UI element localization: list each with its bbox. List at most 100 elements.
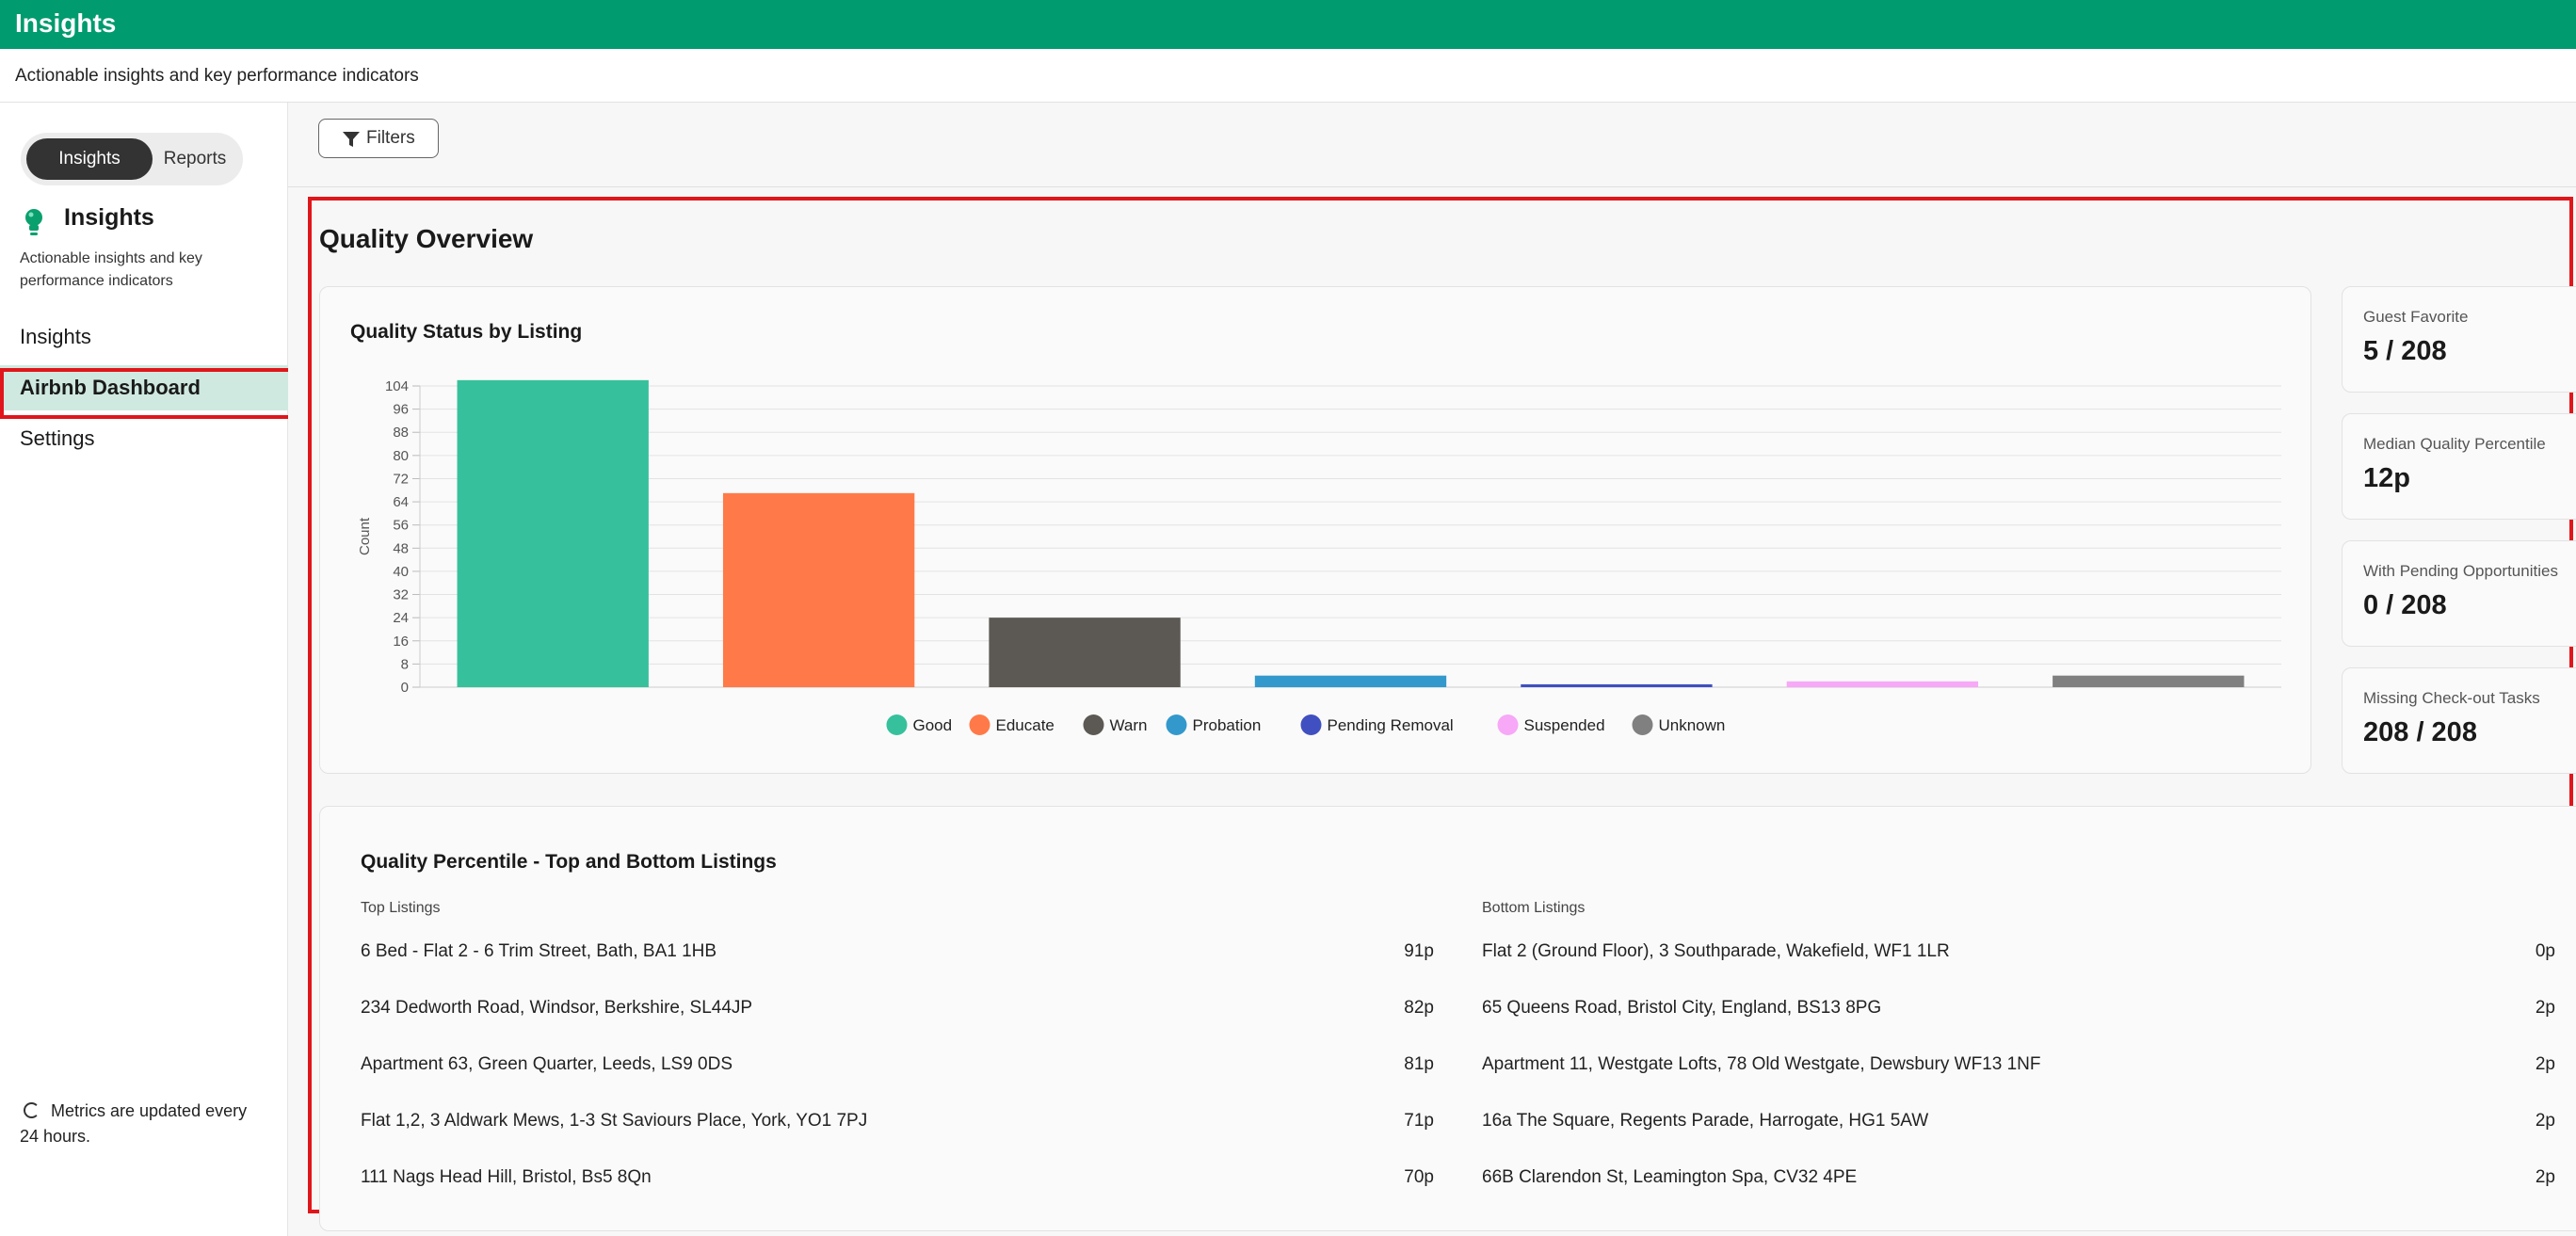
stat-guest-favorite: Guest Favorite 5 / 208 xyxy=(2342,286,2576,393)
section-title: Quality Overview xyxy=(319,224,534,253)
filter-icon xyxy=(343,132,360,147)
quality-status-chart: 0 8 16 24 32 40 48 56 64 72 80 88 96 104 Count Good Educ… xyxy=(357,378,2281,735)
top-listing-row[interactable]: 234 Dedworth Road, Windsor, Berkshire, S… xyxy=(361,998,1434,1054)
y-tick-label: 8 xyxy=(401,656,409,672)
sidebar-description: Actionable insights and key performance … xyxy=(20,250,202,289)
nav-highlight xyxy=(0,368,292,419)
chart-card: Quality Status by Listing 0 8 16 24 32 40 48 56… xyxy=(319,286,2311,774)
top-listings-label: Top Listings xyxy=(361,900,441,916)
metrics-note: Metrics are updated every 24 hours. xyxy=(20,1099,265,1149)
nav-item-settings[interactable]: Settings xyxy=(20,426,95,450)
y-tick-label: 40 xyxy=(393,564,409,580)
y-tick-label: 88 xyxy=(393,425,409,441)
toggle-insights[interactable]: Insights xyxy=(26,138,153,180)
legend-label: Suspended xyxy=(1524,716,1605,734)
listing-score: 82p xyxy=(1404,998,1434,1018)
legend-label: Probation xyxy=(1193,716,1262,734)
bar-unknown xyxy=(2053,675,2245,687)
y-tick-label: 24 xyxy=(393,610,409,626)
listing-score: 2p xyxy=(2535,1054,2555,1074)
stat-median-quality: Median Quality Percentile 12p xyxy=(2342,413,2576,520)
chart-title: Quality Status by Listing xyxy=(350,321,583,343)
bottom-listing-row[interactable]: 16a The Square, Regents Parade, Harrogat… xyxy=(1482,1111,2555,1167)
filters-button[interactable]: Filters xyxy=(318,119,439,158)
stat-pending-opportunities: With Pending Opportunities 0 / 208 xyxy=(2342,540,2576,647)
app-subtitle: Actionable insights and key performance … xyxy=(0,49,2576,103)
bar-good xyxy=(457,379,649,687)
listing-name: 6 Bed - Flat 2 - 6 Trim Street, Bath, BA… xyxy=(361,941,717,961)
stat-value: 208 / 208 xyxy=(2363,717,2477,747)
bar-educate xyxy=(722,492,915,687)
y-tick-label: 72 xyxy=(393,471,409,487)
legend-swatch xyxy=(969,714,990,735)
y-tick-label: 104 xyxy=(385,378,409,394)
listing-score: 2p xyxy=(2535,1111,2555,1131)
top-listing-row[interactable]: 111 Nags Head Hill, Bristol, Bs5 8Qn 70p xyxy=(361,1167,1434,1224)
y-tick-label: 96 xyxy=(393,402,409,418)
bottom-listing-row[interactable]: 65 Queens Road, Bristol City, England, B… xyxy=(1482,998,2555,1054)
listing-score: 2p xyxy=(2535,998,2555,1018)
stat-label: Missing Check-out Tasks xyxy=(2363,689,2540,707)
top-listing-row[interactable]: Flat 1,2, 3 Aldwark Mews, 1-3 St Saviour… xyxy=(361,1111,1434,1167)
y-tick-label: 48 xyxy=(393,540,409,556)
toggle-reports[interactable]: Reports xyxy=(163,149,227,169)
stat-value: 12p xyxy=(2363,463,2410,493)
view-toggle: Insights Reports xyxy=(21,133,243,185)
stat-missing-checkout: Missing Check-out Tasks 208 / 208 xyxy=(2342,667,2576,774)
listing-name: 234 Dedworth Road, Windsor, Berkshire, S… xyxy=(361,998,753,1018)
y-tick-label: 64 xyxy=(393,494,409,510)
listing-score: 2p xyxy=(2535,1167,2555,1187)
legend-swatch xyxy=(1083,714,1104,735)
y-tick-label: 0 xyxy=(401,680,409,696)
listing-name: 16a The Square, Regents Parade, Harrogat… xyxy=(1482,1111,1929,1131)
legend-swatch xyxy=(886,714,908,735)
legend-swatch xyxy=(1300,714,1322,735)
filters-label: Filters xyxy=(366,128,415,148)
metrics-note-text: Metrics are updated every 24 hours. xyxy=(20,1101,248,1146)
bar-pending-removal xyxy=(1521,683,1713,687)
listing-score: 91p xyxy=(1404,941,1434,961)
legend-label: Pending Removal xyxy=(1328,716,1454,734)
bottom-listing-row[interactable]: Apartment 11, Westgate Lofts, 78 Old Wes… xyxy=(1482,1054,2555,1111)
bar-warn xyxy=(989,618,1181,687)
bar-probation xyxy=(1254,675,1447,687)
bottom-listing-row[interactable]: Flat 2 (Ground Floor), 3 Southparade, Wa… xyxy=(1482,941,2555,998)
nav-item-insights[interactable]: Insights xyxy=(20,325,91,348)
bar-suspended xyxy=(1786,681,1979,687)
y-tick-label: 80 xyxy=(393,448,409,464)
legend-swatch xyxy=(1632,714,1653,735)
listing-name: 66B Clarendon St, Leamington Spa, CV32 4… xyxy=(1482,1167,1858,1187)
listing-score: 70p xyxy=(1404,1167,1434,1187)
stat-label: Median Quality Percentile xyxy=(2363,435,2546,453)
listing-name: Flat 1,2, 3 Aldwark Mews, 1-3 St Saviour… xyxy=(361,1111,868,1131)
stat-label: With Pending Opportunities xyxy=(2363,562,2558,580)
y-tick-label: 32 xyxy=(393,587,409,603)
listing-score: 81p xyxy=(1404,1054,1434,1074)
stat-value: 0 / 208 xyxy=(2363,590,2447,620)
listing-name: 65 Queens Road, Bristol City, England, B… xyxy=(1482,998,1882,1018)
stat-label: Guest Favorite xyxy=(2363,308,2469,326)
app-title: Insights xyxy=(0,0,2576,49)
listing-score: 0p xyxy=(2535,941,2555,961)
listing-name: Apartment 63, Green Quarter, Leeds, LS9 … xyxy=(361,1054,733,1074)
percentile-card: Quality Percentile - Top and Bottom List… xyxy=(319,806,2576,1231)
y-tick-label: 16 xyxy=(393,634,409,650)
listing-name: 111 Nags Head Hill, Bristol, Bs5 8Qn xyxy=(361,1167,652,1187)
legend-swatch xyxy=(1497,714,1519,735)
top-listing-row[interactable]: 6 Bed - Flat 2 - 6 Trim Street, Bath, BA… xyxy=(361,941,1434,998)
y-axis-label: Count xyxy=(357,517,373,555)
filter-bar: Filters xyxy=(288,103,2576,187)
legend-label: Educate xyxy=(996,716,1055,734)
listing-name: Flat 2 (Ground Floor), 3 Southparade, Wa… xyxy=(1482,941,1950,961)
legend-label: Warn xyxy=(1110,716,1148,734)
top-listing-row[interactable]: Apartment 63, Green Quarter, Leeds, LS9 … xyxy=(361,1054,1434,1111)
bottom-listing-row[interactable]: 66B Clarendon St, Leamington Spa, CV32 4… xyxy=(1482,1167,2555,1224)
percentile-title: Quality Percentile - Top and Bottom List… xyxy=(361,851,777,873)
listing-name: Apartment 11, Westgate Lofts, 78 Old Wes… xyxy=(1482,1054,2041,1074)
sidebar: Insights Reports Insights Actionable ins… xyxy=(0,103,288,1236)
nav-item-airbnb-dashboard[interactable]: Airbnb Dashboard xyxy=(0,365,288,410)
legend-label: Good xyxy=(913,716,953,734)
sidebar-heading: Insights xyxy=(64,204,154,231)
listing-score: 71p xyxy=(1404,1111,1434,1131)
stat-value: 5 / 208 xyxy=(2363,336,2447,366)
